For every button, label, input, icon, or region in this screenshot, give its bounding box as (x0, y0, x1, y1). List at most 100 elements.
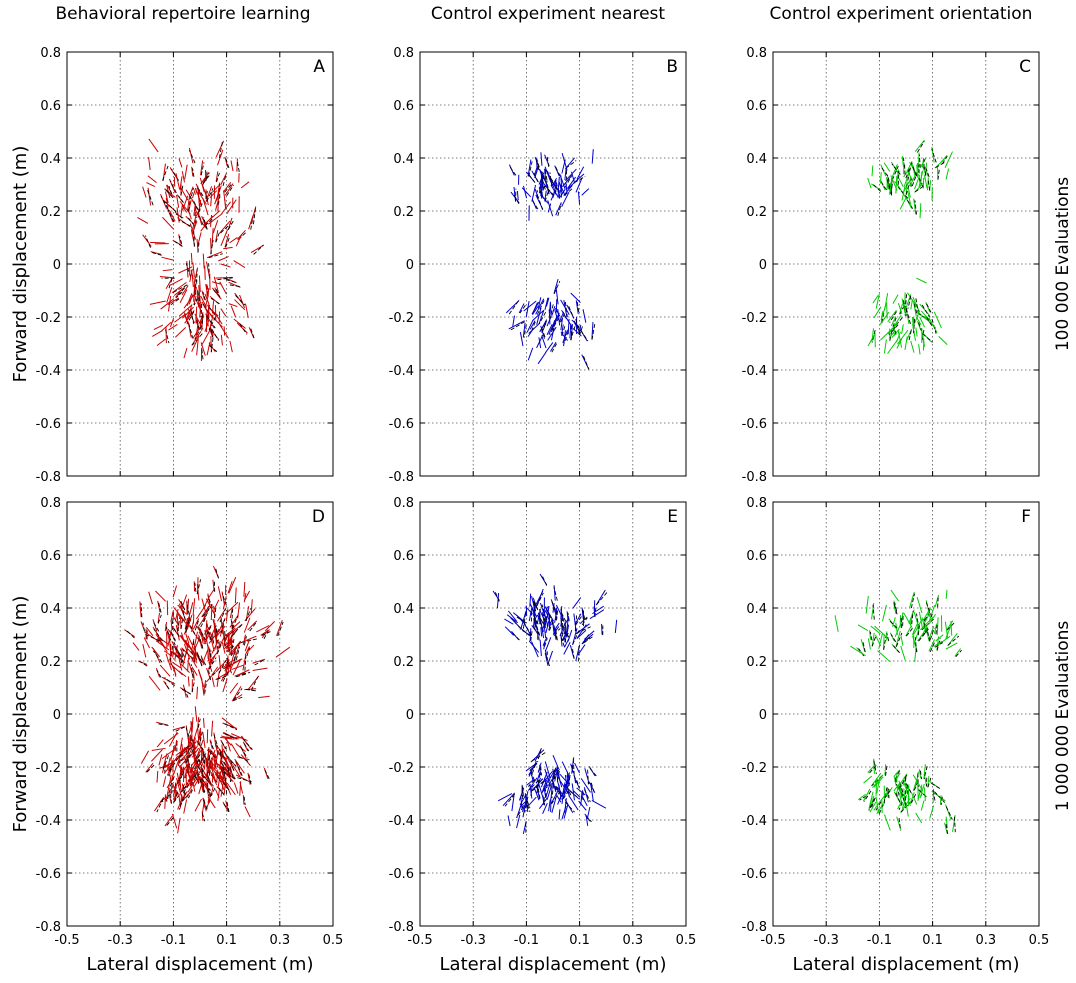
reference-segment (555, 166, 561, 177)
reference-segment (569, 790, 580, 800)
reference-segment (217, 277, 233, 281)
data-segment (193, 651, 197, 662)
reference-segment (174, 792, 179, 801)
reference-segment (553, 587, 558, 601)
data-segment (235, 774, 252, 783)
data-segment (883, 162, 891, 172)
data-segment (211, 720, 214, 737)
reference-segment (253, 244, 264, 255)
data-segment (160, 298, 175, 310)
data-segment (546, 324, 553, 336)
data-segment (182, 684, 187, 698)
reference-segment (555, 785, 563, 798)
data-segment (216, 625, 226, 637)
reference-segment (923, 766, 928, 779)
data-segment (152, 330, 163, 337)
reference-segment (890, 182, 894, 194)
reference-segment (188, 149, 196, 164)
data-segment (151, 747, 166, 751)
reference-segment (905, 308, 908, 317)
data-segment (525, 300, 530, 318)
data-segment (558, 311, 565, 322)
reference-segment (160, 196, 169, 209)
reference-segment (494, 591, 500, 602)
reference-segment (531, 763, 537, 777)
reference-segment (540, 175, 546, 190)
data-segment (560, 617, 563, 627)
reference-segment (197, 635, 203, 647)
data-segment (928, 639, 936, 652)
data-segment (184, 164, 188, 180)
y-tick-label: 0.4 (746, 152, 767, 167)
reference-segment (234, 649, 236, 661)
data-segment (531, 301, 540, 315)
x-axis-label: Lateral displacement (m) (793, 954, 1020, 975)
data-segment (541, 606, 549, 617)
data-segment (210, 757, 214, 768)
data-segment (916, 162, 920, 173)
data-segment (247, 772, 251, 785)
data-segment (867, 638, 871, 650)
data-segment (574, 762, 580, 774)
data-segment (173, 780, 179, 795)
reference-segment (564, 187, 574, 196)
data-segment (204, 293, 210, 305)
data-segment (207, 304, 210, 319)
data-segment (541, 779, 548, 794)
data-segment (563, 642, 571, 655)
reference-segment (165, 189, 174, 199)
y-tick-label: 0 (53, 258, 61, 273)
data-segment (582, 309, 587, 323)
data-segment (202, 732, 206, 749)
reference-segment (219, 751, 223, 760)
data-segment (227, 766, 236, 779)
reference-segment (178, 195, 184, 203)
data-segment (192, 262, 195, 278)
data-segment (188, 721, 193, 734)
data-segment (227, 633, 230, 652)
data-segment (541, 612, 546, 628)
data-segment (591, 799, 607, 809)
x-tick-label: 0.3 (269, 933, 290, 948)
reference-segment (215, 231, 220, 243)
y-tick-label: -0.8 (389, 920, 414, 935)
data-segment (170, 773, 174, 783)
y-tick-label: 0 (406, 258, 414, 273)
reference-segment (195, 754, 199, 769)
data-segment (928, 613, 937, 625)
data-segment (155, 590, 167, 602)
data-segment (917, 626, 928, 642)
data-segment (863, 775, 873, 784)
data-segment (867, 333, 876, 347)
data-segment (569, 323, 572, 339)
reference-segment (881, 182, 887, 191)
data-segment (252, 658, 266, 664)
data-segment (550, 327, 555, 341)
data-segment (897, 302, 903, 314)
data-segment (219, 220, 231, 234)
data-segment (183, 799, 188, 814)
reference-segment (544, 185, 555, 196)
reference-segment (914, 200, 917, 215)
panel-a: 0.8 0.6 0.4 0.2 0 -0.2 -0.4 -0.6 -0.8 A Forward di… (10, 46, 334, 485)
y-tick-label: -0.6 (389, 867, 414, 882)
reference-segment (188, 789, 193, 799)
reference-segment (899, 782, 904, 796)
data-segment (541, 335, 547, 349)
data-segment (893, 776, 897, 786)
data-segment (939, 795, 942, 805)
row-label-100k-evaluations: 100 000 Evaluations (1053, 176, 1073, 352)
reference-segment (546, 180, 550, 195)
reference-segment (525, 799, 531, 813)
data-segment (892, 617, 896, 627)
data-segment (174, 645, 178, 661)
reference-segment (239, 756, 250, 763)
reference-segment (561, 618, 564, 628)
data-segment (158, 754, 163, 766)
data-segment (165, 197, 169, 208)
data-segment (884, 814, 891, 831)
data-segment (151, 646, 161, 658)
reference-segment (955, 649, 962, 658)
data-segment (188, 294, 194, 305)
data-segment (551, 305, 556, 316)
